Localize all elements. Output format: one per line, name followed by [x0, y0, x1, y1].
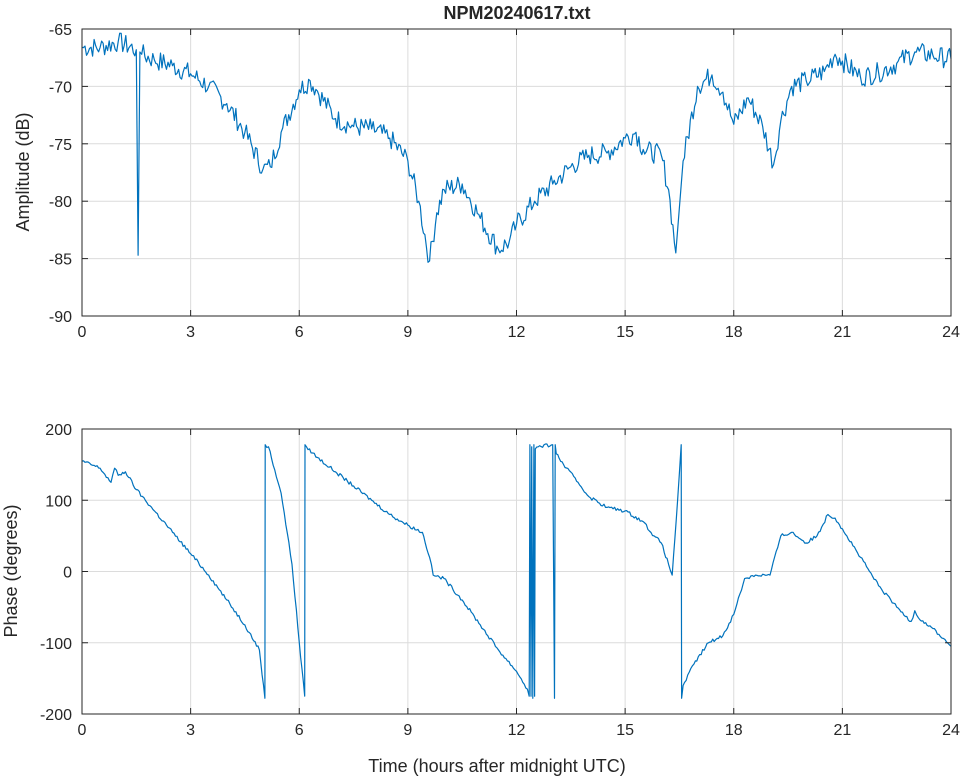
chart-title: NPM20240617.txt [443, 3, 590, 23]
phase-y-axis-label: Phase (degrees) [1, 504, 21, 637]
y-tick-label: 100 [45, 493, 72, 510]
y-tick-label: 200 [45, 422, 72, 439]
x-tick-label: 9 [403, 722, 412, 739]
y-tick-label: -90 [49, 309, 72, 326]
y-tick-label: -85 [49, 252, 72, 269]
x-tick-label: 24 [942, 722, 960, 739]
amplitude-ticks: 0 3 6 9 12 15 18 21 24 -90 -85 -80 -75 -70 -65 [49, 22, 960, 341]
x-tick-label: 0 [78, 722, 87, 739]
x-tick-label: 6 [295, 324, 304, 341]
phase-series-line [81, 443, 952, 699]
x-tick-label: 12 [508, 722, 526, 739]
x-tick-label: 15 [616, 722, 634, 739]
phase-x-axis-label: Time (hours after midnight UTC) [368, 756, 625, 776]
y-tick-label: -65 [49, 22, 72, 39]
y-tick-label: -70 [49, 79, 72, 96]
x-tick-label: 24 [942, 324, 960, 341]
x-tick-label: 6 [295, 722, 304, 739]
y-tick-label: -80 [49, 194, 72, 211]
x-tick-label: 18 [725, 722, 743, 739]
x-tick-label: 15 [616, 324, 634, 341]
x-tick-label: 9 [403, 324, 412, 341]
phase-plot: 0 3 6 9 12 15 18 21 24 -200 -100 0 100 200 Phase (deg… [1, 422, 960, 776]
phase-ticks: 0 3 6 9 12 15 18 21 24 -200 -100 0 100 200 [40, 422, 960, 739]
y-tick-label: -75 [49, 137, 72, 154]
amplitude-y-axis-label: Amplitude (dB) [13, 112, 33, 231]
x-tick-label: 3 [186, 722, 195, 739]
x-tick-label: 3 [186, 324, 195, 341]
x-tick-label: 12 [508, 324, 526, 341]
x-tick-label: 0 [78, 324, 87, 341]
x-tick-label: 18 [725, 324, 743, 341]
y-tick-label: -200 [40, 707, 72, 724]
x-tick-label: 21 [833, 324, 851, 341]
y-tick-label: -100 [40, 636, 72, 653]
y-tick-label: 0 [63, 565, 72, 582]
amplitude-plot: 0 3 6 9 12 15 18 21 24 -90 -85 -80 -75 -70 -65 Amplitu… [13, 22, 960, 341]
amplitude-series-line [81, 32, 952, 263]
x-tick-label: 21 [833, 722, 851, 739]
